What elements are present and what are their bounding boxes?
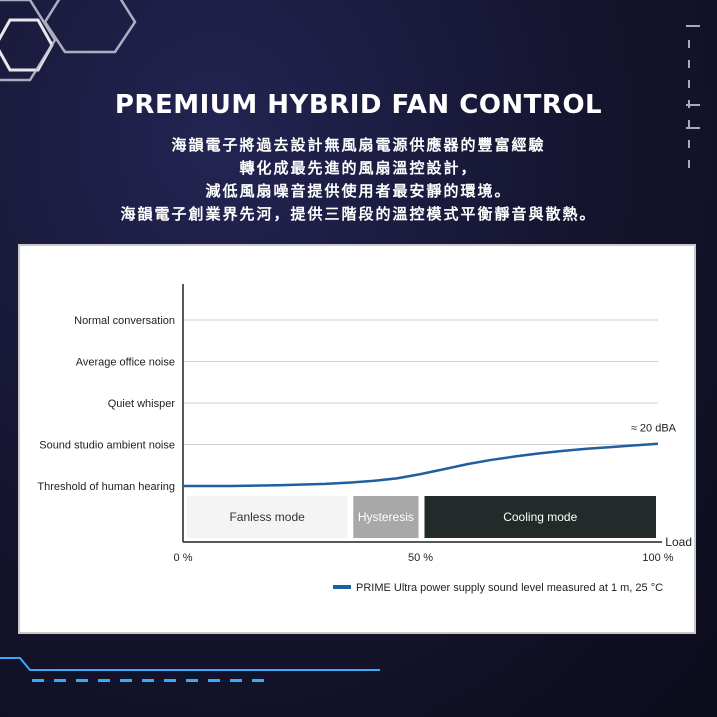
mode-bar [187,496,348,538]
annotation-label: ≈ 20 dBA [631,423,677,435]
subtitle-line: 轉化成最先進的風扇溫控設計， [239,159,478,177]
subtitle-line: 海韻電子將過去設計無風扇電源供應器的豐富經驗 [171,136,546,154]
hexagon-outline [43,0,137,54]
x-tick-label: 50 % [408,552,433,564]
chart-panel: Threshold of human hearing Sound studio a… [18,244,696,634]
mode-bar [353,496,419,538]
y-axis-label: Sound studio ambient noise [39,440,175,452]
subtitle-line: 海韻電子創業界先河，提供三階段的溫控模式平衡靜音與散熱。 [120,205,597,223]
accent-line [0,657,380,671]
mode-bar [424,496,656,538]
subtitle-block: 海韻電子將過去設計無風扇電源供應器的豐富經驗 轉化成最先進的風扇溫控設計， 減低… [0,134,717,226]
x-tick-label: 0 % [174,552,193,564]
y-axis-label: Normal conversation [74,315,175,327]
legend-swatch [333,585,351,589]
y-axis-label: Quiet whisper [108,398,176,410]
mode-label: Cooling mode [503,510,577,524]
series-line [183,442,659,488]
mode-label: Fanless mode [229,510,305,524]
x-axis-label: Load [665,535,692,549]
dash-line [32,679,264,682]
page-title: PREMIUM HYBRID FAN CONTROL [114,90,603,120]
mode-label: Hysteresis [358,510,414,524]
subtitle-line: 減低風扇噪音提供使用者最安靜的環境。 [205,182,512,200]
chart-svg: Threshold of human hearing Sound studio a… [37,284,692,594]
y-axis-label: Average office noise [76,357,175,369]
hexagon-outline [0,0,57,82]
hexagon-outline [0,18,54,72]
legend-label: PRIME Ultra power supply sound level mea… [356,582,663,594]
y-axis-label: Threshold of human hearing [37,481,175,493]
x-tick-label: 100 % [642,552,673,564]
